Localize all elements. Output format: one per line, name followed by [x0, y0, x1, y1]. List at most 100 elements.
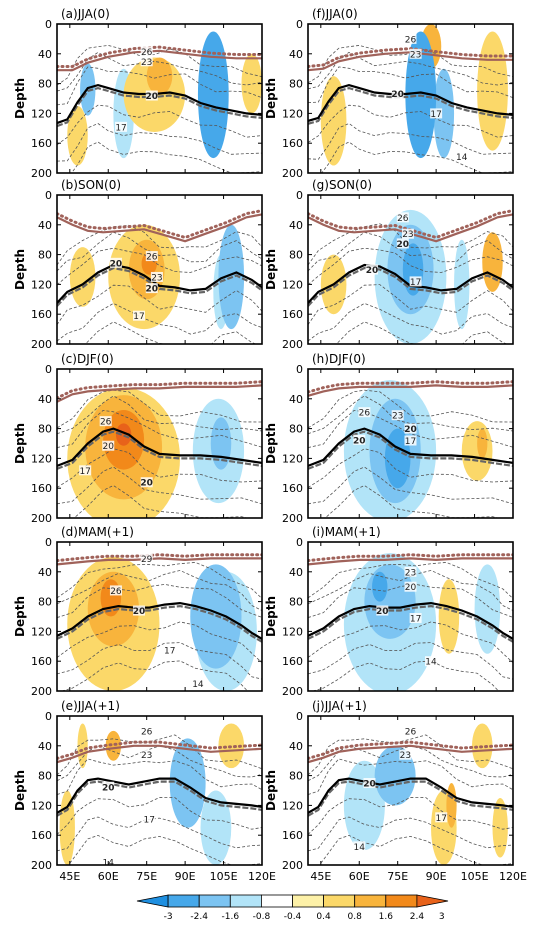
isotherm-label-bg	[404, 435, 417, 446]
panel-title: (j)JJA(+1)	[312, 699, 367, 713]
isotherm-label-bg	[353, 434, 366, 445]
y-tick-label: 80	[38, 249, 52, 262]
isotherm-label: 23	[400, 751, 411, 761]
colorbar-label: 2.4	[410, 912, 425, 922]
isotherm-label-bg	[391, 410, 404, 421]
isotherm-label-bg	[404, 566, 417, 577]
mixed-layer-dotted-line	[308, 740, 513, 760]
isotherm-line	[318, 834, 513, 865]
y-axis-label: Depth	[13, 78, 27, 119]
y-axis-label: Depth	[13, 423, 27, 464]
plot-frame	[307, 23, 514, 174]
isotherm-line	[308, 561, 513, 599]
panel-title: (a)JJA(0)	[61, 7, 110, 21]
y-axis-label: Depth	[13, 596, 27, 637]
isotherm-label-bg	[133, 310, 145, 321]
x-tick-label: 105E	[210, 870, 238, 883]
isotherm-label: 20	[391, 90, 404, 100]
isotherm-label: 23	[402, 230, 413, 240]
y-tick-label: 160	[31, 137, 52, 150]
isotherm-line	[308, 104, 513, 143]
plot-frame	[56, 368, 263, 519]
x-tick-label: 60E	[98, 870, 119, 883]
plot-area: 26 23 20 17 14	[308, 716, 513, 865]
y-tick-label: 120	[282, 452, 303, 465]
colorbar-swatch	[198, 894, 231, 908]
isotherm-label: 17	[410, 614, 421, 624]
colorbar-swatch	[292, 894, 325, 908]
isotherm-line	[308, 816, 513, 852]
plot-frame	[307, 368, 514, 519]
y-axis-label: Depth	[264, 423, 278, 464]
isotherm-label: 23	[410, 50, 421, 60]
isotherm-line	[308, 44, 513, 84]
colorbar-label: -3	[164, 912, 173, 922]
isotherm-line	[57, 123, 262, 162]
isotherm-label-bg	[133, 605, 145, 616]
colorbar-swatch	[354, 894, 387, 908]
composite-20-line	[57, 266, 262, 307]
y-tick-label: 80	[289, 770, 303, 783]
isotherm-label-bg	[396, 238, 409, 249]
y-tick-label: 40	[289, 48, 303, 61]
isotherm-label: 17	[144, 815, 155, 825]
plot-frame	[56, 194, 263, 345]
isotherm-label-bg	[358, 407, 371, 418]
thermocline-20-line	[308, 777, 513, 814]
isotherm-line	[57, 758, 262, 795]
isotherm-label: 17	[410, 278, 421, 288]
isotherm-label: 17	[133, 312, 144, 322]
panel-b: 26 23 20 17 20 (b)SON(0) 0 40 80 120 160 200 Depth	[13, 178, 263, 351]
anomaly-patch	[477, 31, 508, 151]
isotherm-label-bg	[435, 812, 448, 823]
y-tick-label: 80	[289, 78, 303, 91]
y-tick-label: 120	[31, 625, 52, 638]
isotherm-label: 20	[146, 285, 159, 295]
isotherm-label: 14	[192, 680, 204, 690]
isotherm-label: 23	[151, 273, 162, 283]
anomaly-patch	[446, 783, 457, 828]
isotherm-label: 26	[405, 35, 417, 45]
anomaly-patch	[438, 579, 460, 654]
isotherm-label: 17	[79, 467, 90, 477]
colorbar-label: -0.4	[284, 912, 302, 922]
isotherm-label: 26	[146, 253, 158, 263]
y-tick-label: 80	[38, 423, 52, 436]
x-tick-label: 75E	[387, 870, 408, 883]
y-tick-label: 80	[289, 423, 303, 436]
x-tick-label: 45E	[310, 870, 331, 883]
panel-j: 26 23 20 17 14 (j)JJA(+1) 0 40 80 120 160 200 Depth 4…	[264, 699, 527, 883]
mixed-layer-line	[57, 384, 262, 403]
isotherm-label-bg	[455, 151, 468, 162]
isotherm-label: 26	[397, 214, 409, 224]
panel-title: (e)JJA(+1)	[61, 699, 120, 713]
isotherm-line	[308, 302, 513, 342]
y-tick-label: 80	[289, 596, 303, 609]
isotherm-line	[57, 466, 262, 505]
mixed-layer-dotted-line	[308, 47, 513, 68]
isotherm-line	[308, 409, 513, 448]
isotherm-line	[57, 448, 262, 488]
isotherm-label: 23	[392, 412, 403, 422]
y-tick-label: 160	[282, 829, 303, 842]
y-tick-label: 200	[31, 859, 52, 872]
y-tick-label: 200	[282, 167, 303, 180]
isotherm-label: 20	[140, 479, 153, 489]
x-tick-label: 45E	[59, 870, 80, 883]
mixed-layer-line	[308, 384, 513, 397]
y-tick-label: 0	[45, 189, 52, 202]
colorbar-label: 0.4	[316, 912, 331, 922]
isotherm-label: 14	[425, 658, 437, 668]
isotherm-line	[57, 389, 262, 429]
isotherm-line	[308, 734, 513, 776]
isotherm-line	[57, 284, 262, 325]
isotherm-label: 26	[141, 48, 153, 58]
thermocline-20-line	[308, 427, 513, 467]
y-tick-label: 0	[45, 710, 52, 723]
panel-d: 29 26 20 17 14 (d)MAM(+1) 0 40 80 120 160 200 Depth	[13, 525, 263, 698]
colorbar-swatch	[323, 894, 356, 908]
y-tick-label: 120	[31, 452, 52, 465]
y-tick-label: 200	[282, 685, 303, 698]
